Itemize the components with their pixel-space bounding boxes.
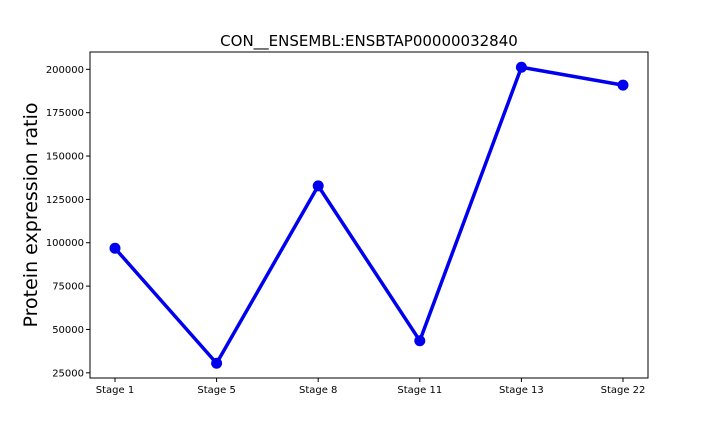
x-tick-label: Stage 1 (96, 385, 134, 396)
y-axis-label: Protein expression ratio (20, 103, 42, 328)
series-line (113, 65, 624, 366)
data-point (414, 335, 426, 347)
data-point (211, 357, 223, 369)
y-tick-label: 50000 (52, 325, 84, 336)
x-tick-label: Stage 5 (197, 385, 235, 396)
y-axis-ticks: 25000 50000 75000 100000 125000 150000 175000 2… (46, 65, 90, 379)
x-tick-label: Stage 13 (499, 385, 544, 396)
y-tick-label: 75000 (52, 282, 84, 293)
chart-title: CON__ENSEMBL:ENSBTAP00000032840 (220, 32, 518, 51)
x-tick-label: Stage 8 (299, 385, 337, 396)
data-point (617, 79, 629, 91)
x-axis-ticks: Stage 1 Stage 5 Stage 8 Stage 11 Stage 13 Sta… (96, 378, 646, 396)
x-tick-label: Stage 22 (601, 385, 646, 396)
data-point (312, 180, 324, 192)
y-tick-label: 25000 (52, 368, 84, 379)
y-tick-label: 200000 (46, 65, 84, 76)
x-tick-label: Stage 11 (397, 385, 442, 396)
data-point (515, 61, 527, 73)
data-point (109, 242, 121, 254)
y-tick-label: 100000 (46, 238, 84, 249)
y-tick-label: 175000 (46, 108, 84, 119)
y-tick-label: 150000 (46, 152, 84, 163)
y-tick-label: 125000 (46, 195, 84, 206)
series-group (109, 61, 629, 369)
plot-frame (89, 51, 649, 379)
